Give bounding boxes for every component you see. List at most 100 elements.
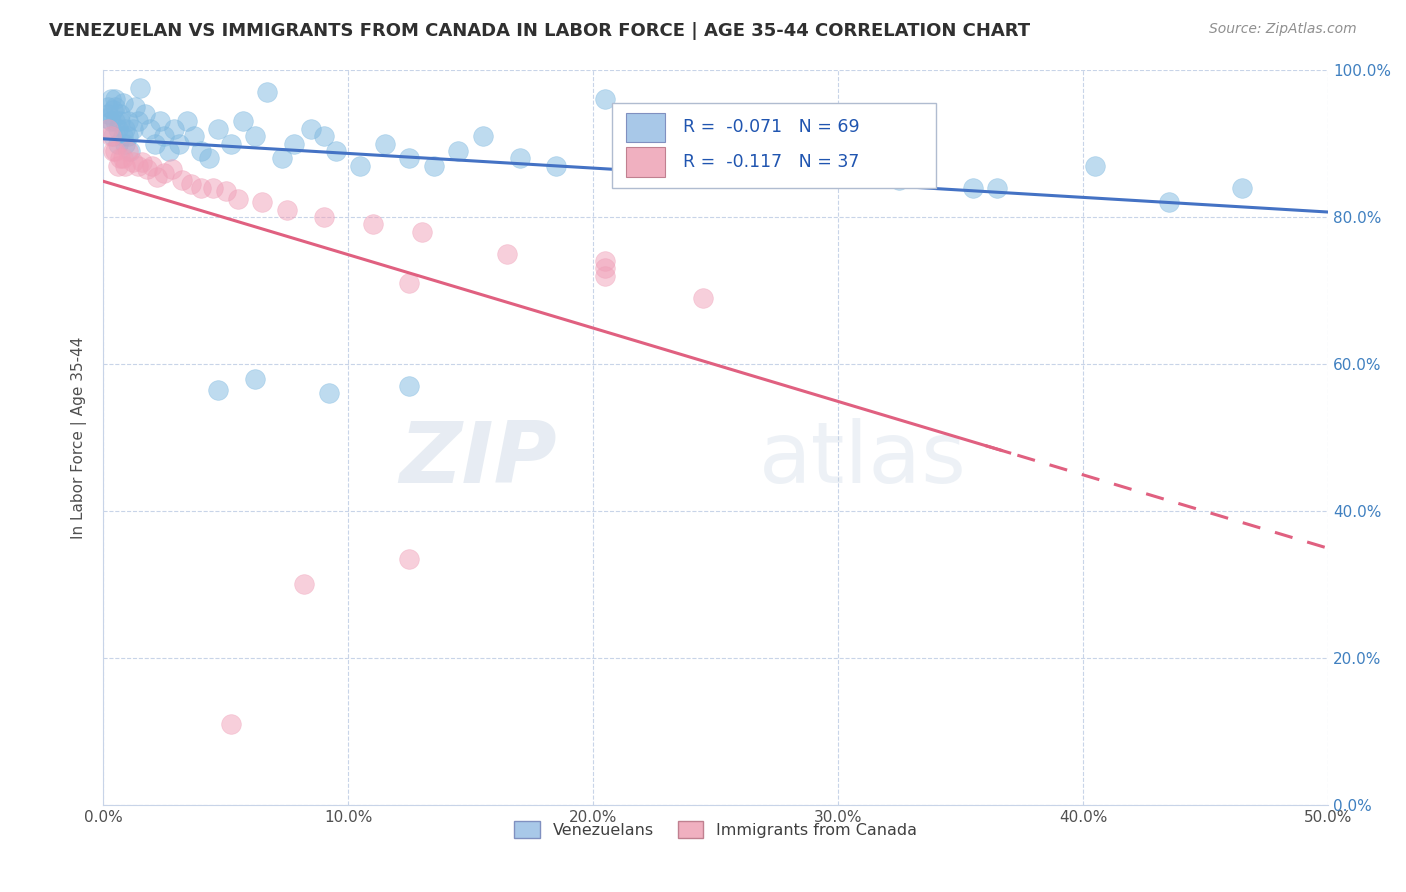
Point (207, 383, 229, 397)
Point (183, 129, 205, 144)
Point (595, 261, 617, 276)
Legend: Venezuelans, Immigrants from Canada: Venezuelans, Immigrants from Canada (508, 815, 924, 845)
Point (197, 151, 219, 165)
Point (110, 107, 132, 121)
Point (139, 121, 162, 136)
Point (160, 162, 183, 177)
Point (232, 114, 254, 128)
Point (97, 100, 120, 114)
Point (117, 129, 139, 144)
Point (312, 210, 335, 224)
Point (180, 177, 202, 191)
Point (219, 136, 242, 151)
Point (325, 144, 347, 158)
Point (100, 114, 122, 128)
Point (101, 103, 124, 118)
Point (101, 144, 124, 158)
Point (153, 166, 176, 180)
Point (962, 180, 984, 194)
Point (256, 85, 278, 99)
Point (496, 246, 519, 260)
Text: atlas: atlas (759, 417, 967, 501)
FancyBboxPatch shape (612, 103, 936, 187)
Point (143, 136, 166, 151)
Point (1232, 180, 1254, 194)
Point (1084, 159, 1107, 173)
Point (110, 151, 132, 165)
Point (104, 100, 127, 114)
Point (301, 121, 323, 136)
Point (134, 107, 156, 121)
Text: VENEZUELAN VS IMMIGRANTS FROM CANADA IN LABOR FORCE | AGE 35-44 CORRELATION CHAR: VENEZUELAN VS IMMIGRANTS FROM CANADA IN … (49, 22, 1031, 40)
Text: ZIP: ZIP (399, 417, 557, 501)
Point (104, 144, 127, 158)
Point (374, 136, 396, 151)
Point (215, 184, 238, 198)
Point (141, 159, 163, 173)
Point (312, 129, 335, 144)
Point (101, 129, 124, 144)
Point (117, 114, 139, 128)
Point (129, 81, 152, 95)
Point (1157, 195, 1180, 210)
Point (447, 144, 470, 158)
Point (790, 151, 813, 165)
Point (120, 144, 142, 158)
Point (104, 92, 127, 106)
Point (207, 121, 229, 136)
Point (114, 159, 136, 173)
Point (94, 111, 117, 125)
Point (100, 129, 122, 144)
Point (153, 129, 176, 144)
Point (283, 136, 305, 151)
Point (127, 114, 149, 128)
Point (157, 144, 180, 158)
Point (398, 551, 420, 566)
FancyBboxPatch shape (626, 147, 665, 177)
Point (595, 254, 617, 268)
Point (100, 92, 122, 106)
Point (292, 577, 315, 591)
FancyBboxPatch shape (626, 112, 665, 142)
Point (243, 371, 266, 385)
Point (107, 136, 129, 151)
Point (692, 291, 714, 305)
Point (170, 173, 193, 187)
Point (107, 159, 129, 173)
Text: Source: ZipAtlas.com: Source: ZipAtlas.com (1209, 22, 1357, 37)
Point (127, 159, 149, 173)
Point (202, 180, 225, 194)
Point (167, 136, 190, 151)
Point (717, 136, 740, 151)
Point (121, 121, 143, 136)
Point (190, 180, 212, 194)
Point (114, 121, 136, 136)
Point (398, 379, 420, 393)
Point (111, 129, 134, 144)
Point (111, 96, 134, 111)
Point (124, 100, 146, 114)
Point (176, 114, 198, 128)
Point (271, 151, 294, 165)
Y-axis label: In Labor Force | Age 35-44: In Labor Force | Age 35-44 (72, 336, 87, 539)
Point (361, 217, 384, 231)
Point (889, 173, 911, 187)
Point (252, 195, 274, 210)
Point (117, 144, 139, 158)
Point (986, 180, 1008, 194)
Point (111, 151, 134, 165)
Point (107, 121, 129, 136)
Point (318, 386, 340, 401)
Point (276, 202, 298, 217)
Point (546, 159, 568, 173)
Point (97, 121, 120, 136)
Point (121, 154, 143, 169)
Point (423, 159, 446, 173)
Point (163, 121, 186, 136)
Point (219, 716, 242, 731)
Point (595, 268, 617, 283)
Point (131, 154, 153, 169)
Point (398, 276, 420, 290)
Point (471, 129, 494, 144)
Point (411, 225, 433, 239)
